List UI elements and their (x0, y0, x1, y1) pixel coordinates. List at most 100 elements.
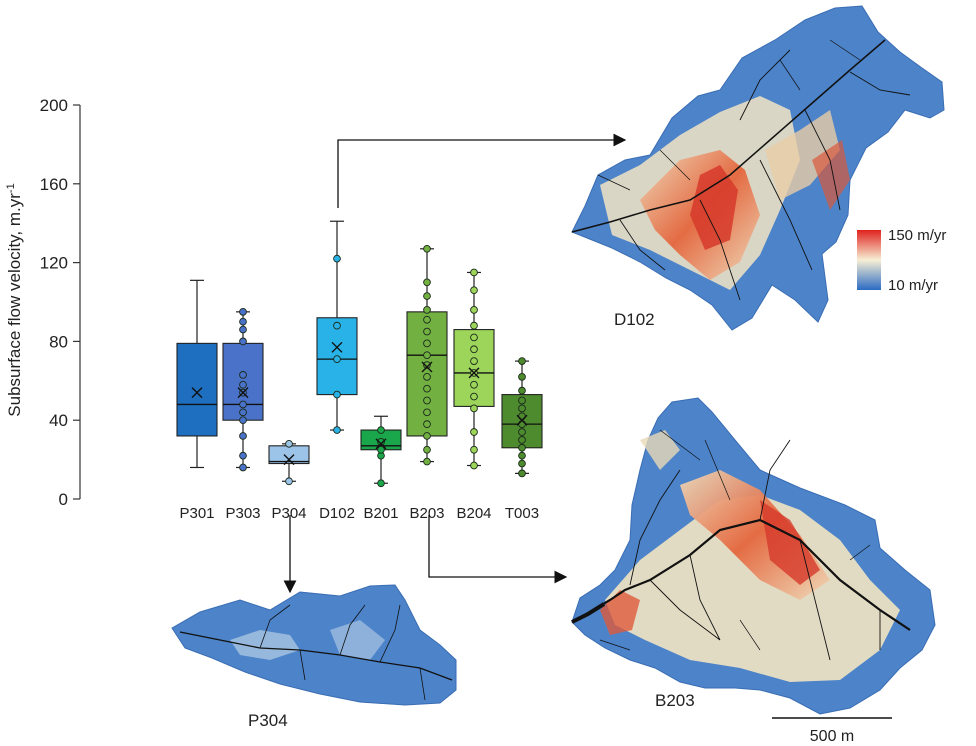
data-point (423, 420, 431, 428)
data-point (423, 339, 431, 348)
x-tick-label: B201 (363, 505, 398, 522)
y-axis: 0 40 80 120 160 200 (40, 96, 81, 509)
data-point (285, 439, 293, 448)
data-point (285, 477, 293, 486)
y-tick-label: 80 (49, 332, 68, 351)
legend-low-label: 10 m/yr (888, 277, 938, 294)
data-point (470, 268, 478, 277)
mean-marker (237, 387, 249, 399)
data-point (423, 373, 431, 381)
data-point (377, 479, 385, 488)
map-label-b203: B203 (655, 691, 695, 710)
data-point (470, 345, 478, 354)
data-point (518, 396, 526, 405)
data-point (518, 386, 526, 395)
y-tick-label: 160 (40, 175, 68, 194)
y-axis-label: Subsurface flow velocity, m.yr-1 (5, 183, 24, 416)
box-iqr (268, 445, 310, 465)
map-label-p304: P304 (248, 711, 288, 730)
data-point (470, 306, 478, 314)
data-point (239, 432, 247, 440)
box-p304 (268, 439, 310, 486)
mean-marker (191, 387, 203, 399)
data-point (423, 432, 431, 440)
data-point (239, 408, 247, 417)
connector-arrows (283, 133, 627, 594)
data-point (239, 416, 247, 425)
data-point (518, 443, 526, 452)
x-tick-labels: P301 P303 P304 D102 B201 B203 B204 T003 (179, 505, 539, 522)
mean-marker (331, 341, 343, 353)
map-label-d102: D102 (614, 310, 655, 329)
x-tick-label: B204 (456, 505, 491, 522)
data-point (470, 357, 478, 365)
data-point (377, 438, 385, 446)
data-point (518, 459, 526, 468)
data-point (518, 428, 526, 436)
y-tick-label: 0 (59, 490, 68, 509)
legend-colorbar (857, 230, 881, 290)
data-point (470, 333, 478, 342)
data-point (239, 337, 247, 346)
arrow-to-d102 (337, 133, 627, 208)
data-point (239, 451, 247, 460)
x-tick-label: P304 (271, 505, 306, 522)
data-point (423, 351, 431, 360)
data-point (377, 445, 385, 454)
data-point (239, 325, 247, 334)
data-point (423, 278, 431, 287)
box-b203 (406, 244, 448, 466)
scale-bar-label: 500 m (810, 728, 854, 745)
data-point (470, 392, 478, 401)
data-point (518, 404, 526, 413)
y-tick-label: 200 (40, 96, 68, 115)
x-tick-label: T003 (505, 505, 539, 522)
map-d102 (571, 5, 945, 331)
mean-marker (468, 367, 480, 379)
box-iqr (176, 342, 218, 437)
y-tick-label: 120 (40, 254, 68, 273)
box-t003 (501, 357, 543, 478)
data-point (518, 357, 526, 365)
data-point (470, 428, 478, 436)
data-point (333, 321, 341, 330)
scale-bar: 500 m (772, 717, 892, 745)
box-p301 (176, 279, 218, 469)
data-point (470, 380, 478, 389)
data-point (239, 400, 247, 409)
data-point (423, 408, 431, 417)
data-point (333, 390, 341, 399)
data-point (518, 451, 526, 460)
data-point (333, 355, 341, 363)
legend-high-label: 150 m/yr (888, 227, 946, 244)
x-tick-label: P303 (225, 505, 260, 522)
data-point (470, 321, 478, 330)
data-point (333, 254, 341, 263)
data-point (377, 426, 385, 434)
mean-marker (375, 438, 387, 450)
mean-marker (516, 414, 528, 426)
data-point (423, 457, 431, 466)
box-b201 (360, 415, 402, 488)
box-p303 (222, 308, 264, 472)
data-point (423, 292, 431, 300)
data-point (239, 371, 247, 379)
y-tick-label: 40 (49, 411, 68, 430)
data-point (423, 361, 431, 369)
x-tick-label: D102 (319, 505, 355, 522)
x-tick-label: P301 (179, 505, 214, 522)
data-point (518, 373, 526, 381)
data-point (239, 317, 247, 326)
data-point (470, 404, 478, 413)
data-point (518, 469, 526, 478)
data-point (470, 445, 478, 454)
data-point (333, 426, 341, 434)
data-point (239, 380, 247, 389)
data-point (423, 327, 431, 336)
data-point (423, 445, 431, 454)
data-point (470, 286, 478, 295)
data-point (518, 436, 526, 444)
map-b203 (571, 397, 936, 715)
box-d102 (316, 220, 358, 434)
